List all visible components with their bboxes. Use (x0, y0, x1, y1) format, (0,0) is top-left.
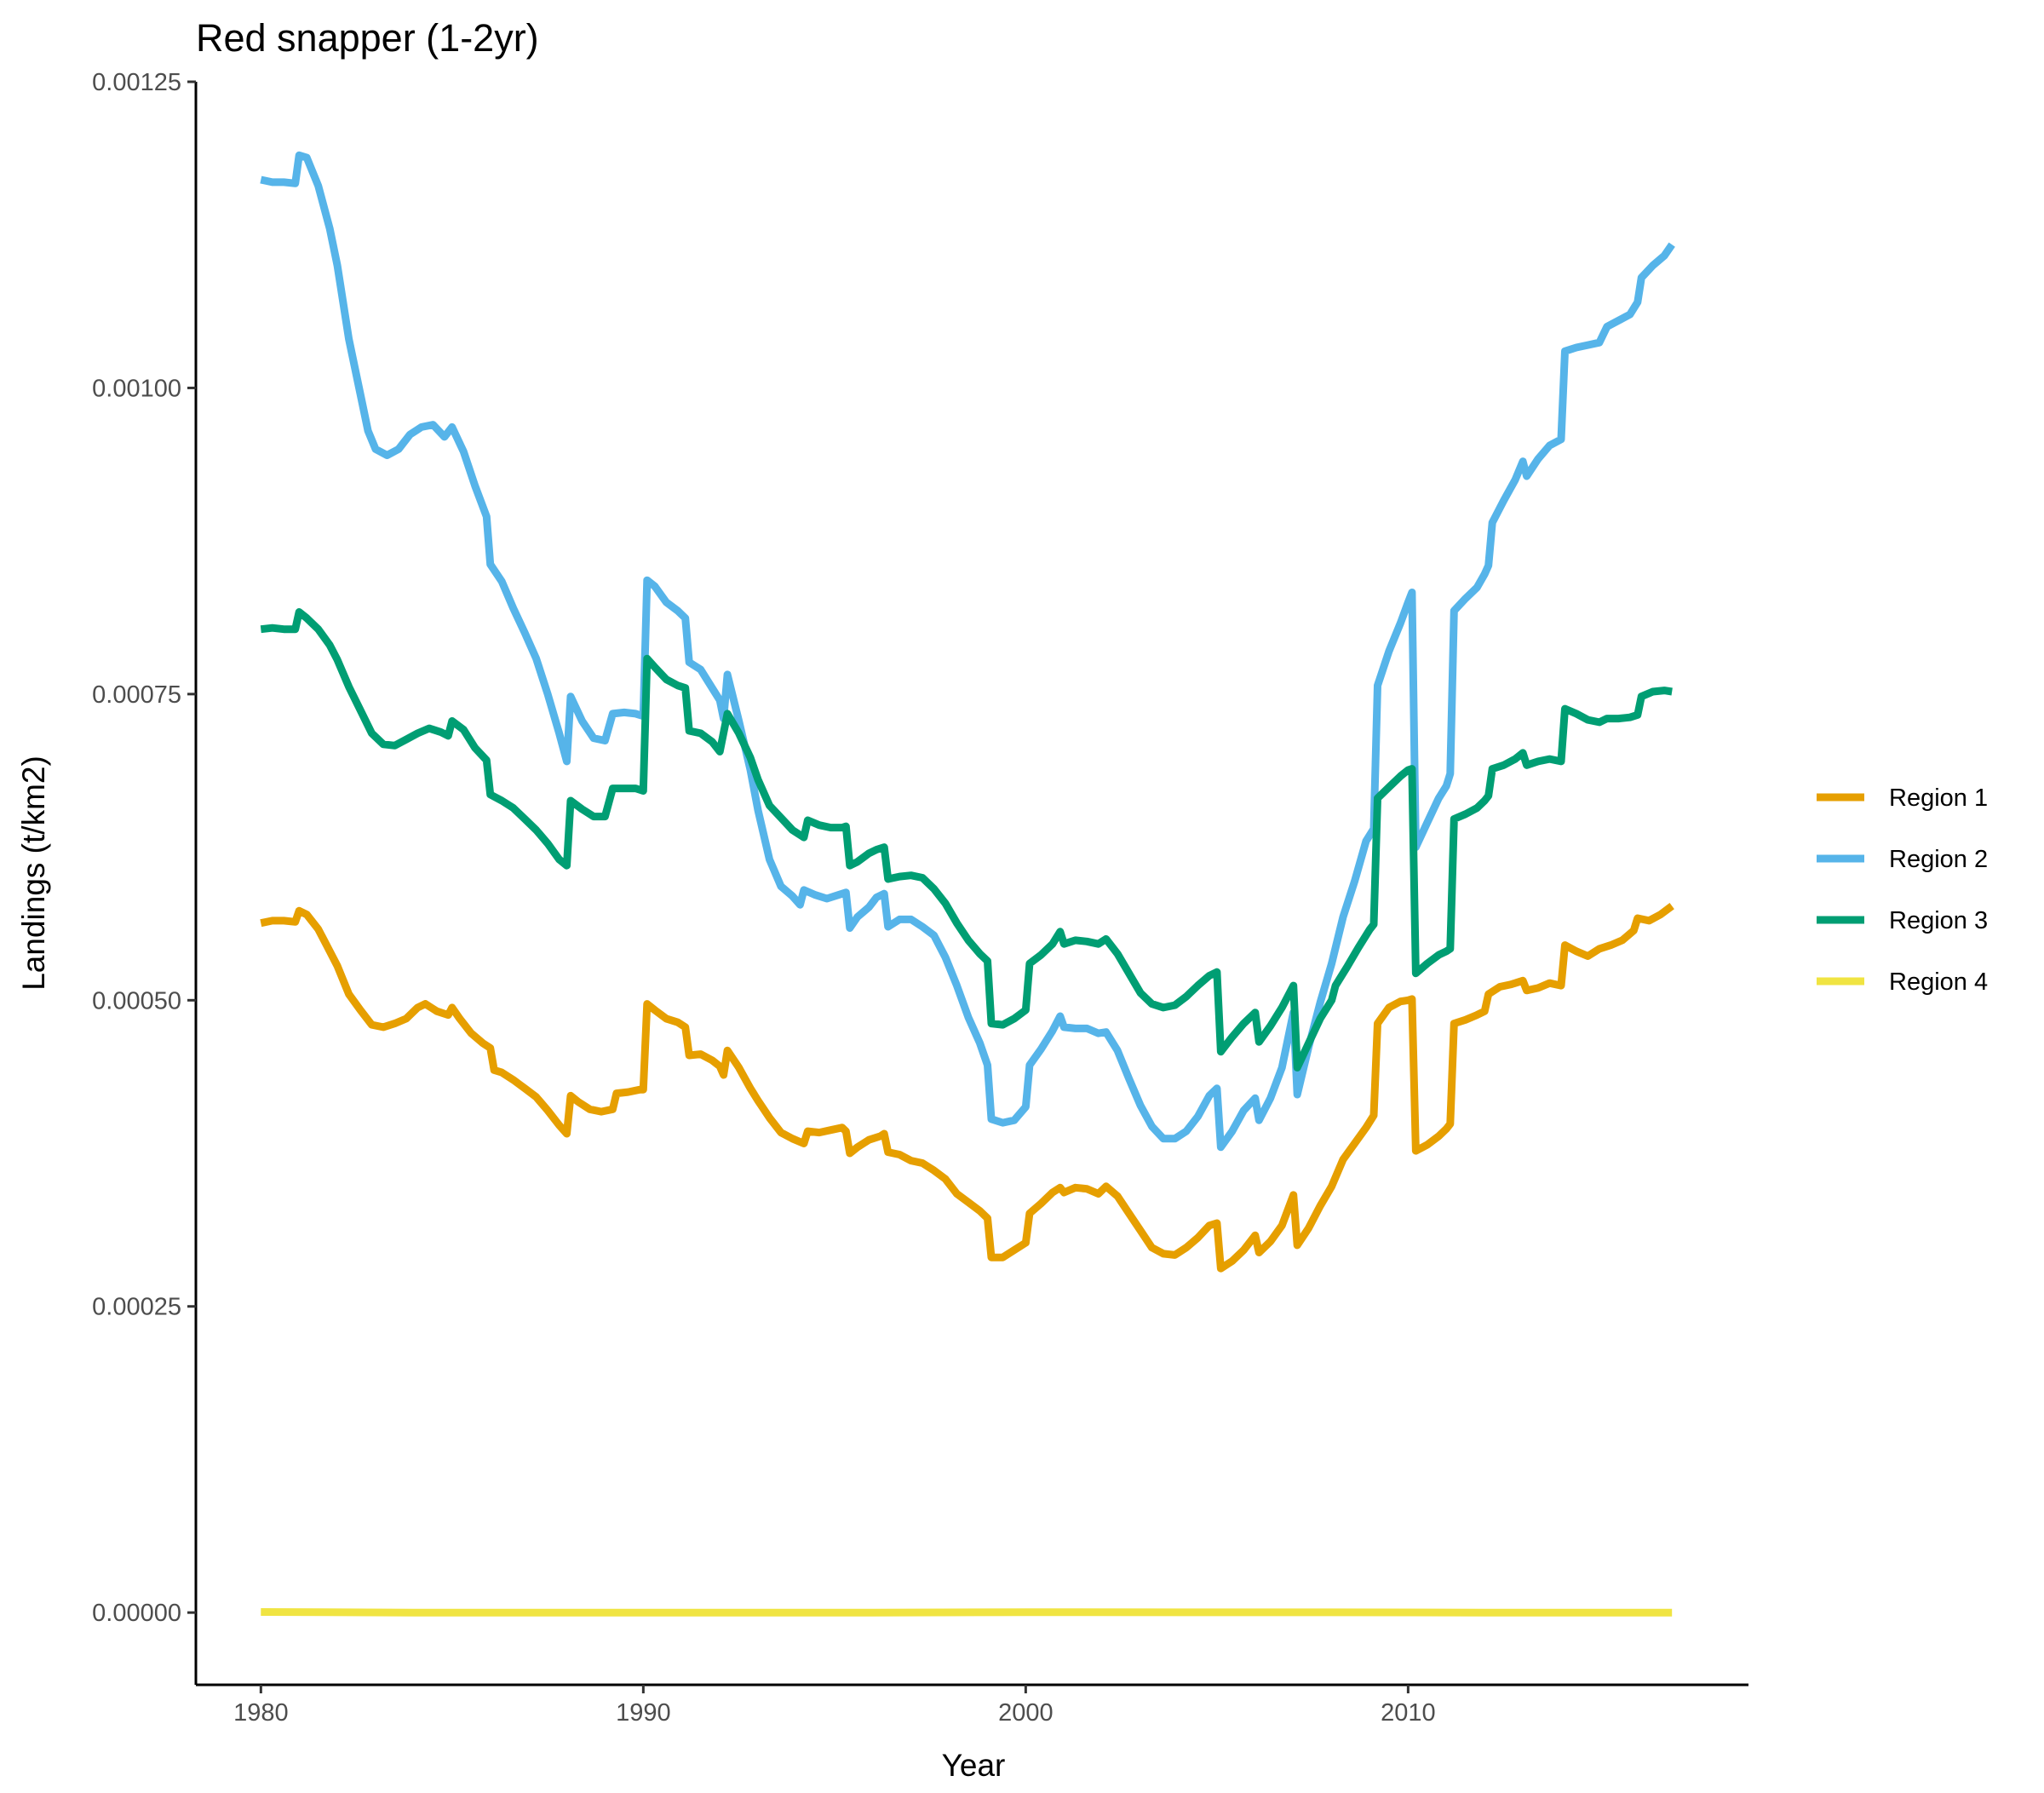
y-axis-title: Landings (t/km2) (16, 756, 51, 991)
x-tick-label: 2010 (1381, 1699, 1436, 1727)
x-axis-ticks: 1980 1990 2000 2010 (233, 1685, 1436, 1727)
series-layer (260, 151, 1675, 1617)
y-tick-label: 0.00075 (92, 681, 181, 709)
chart-title: Red snapper (1-2yr) (196, 16, 539, 60)
series-line-region-2 (260, 151, 1675, 1152)
series-line-region-3 (260, 608, 1673, 1072)
legend-label: Region 2 (1889, 846, 1988, 873)
y-tick-label: 0.00000 (92, 1600, 181, 1627)
legend-label: Region 4 (1889, 968, 1988, 996)
x-axis-title: Year (942, 1748, 1006, 1783)
x-tick-label: 1980 (233, 1699, 289, 1727)
y-tick-label: 0.00125 (92, 69, 181, 96)
y-axis-ticks: 0.00000 0.00025 0.00050 0.00075 0.00100 0.001… (92, 69, 196, 1627)
legend-label: Region 1 (1889, 784, 1988, 812)
y-tick-label: 0.00050 (92, 987, 181, 1014)
x-tick-label: 2000 (998, 1699, 1054, 1727)
x-tick-label: 1990 (616, 1699, 671, 1727)
y-tick-label: 0.00100 (92, 375, 181, 402)
axes (194, 82, 1748, 1687)
legend-label: Region 3 (1889, 907, 1988, 934)
legend: Region 1 Region 2 Region 3 Region 4 (1817, 784, 1988, 996)
series-line-region-4 (261, 1608, 1673, 1617)
series-line-region-1 (260, 902, 1674, 1273)
y-tick-label: 0.00025 (92, 1294, 181, 1321)
